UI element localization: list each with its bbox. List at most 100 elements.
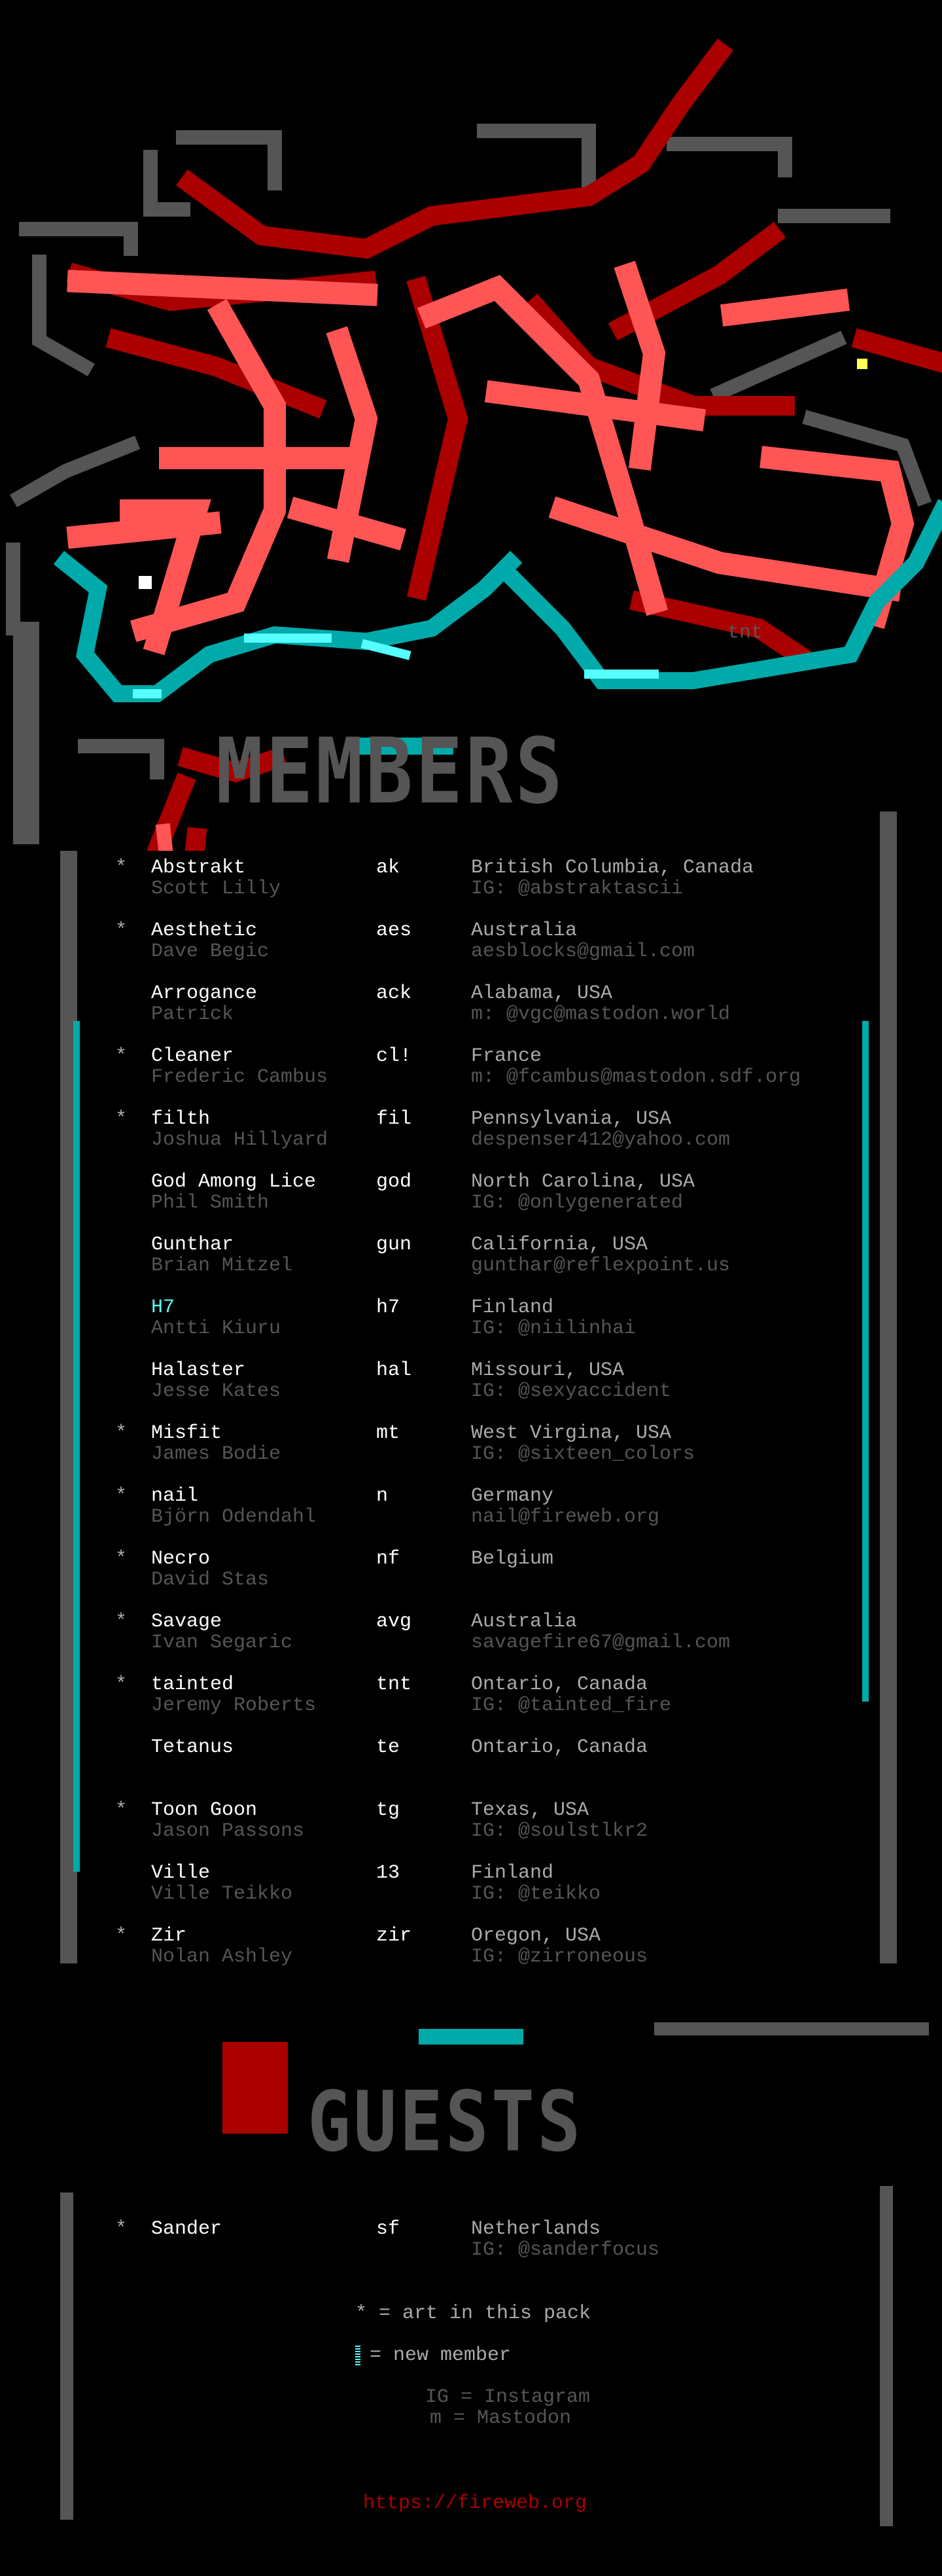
member-handle: n <box>376 1485 389 1507</box>
member-row: Gunthar Brian Mitzel gun California, USA gun… <box>0 1234 942 1297</box>
real-name: Nolan Ashley <box>151 1946 293 1968</box>
member-handle: zir <box>376 1925 412 1947</box>
guest-row: * Sander sf Netherlands IG: @sanderfocus <box>0 2219 942 2281</box>
member-row: Ville Ville Teikko 13 Finland IG: @teikko <box>0 1863 942 1925</box>
frame-right-accent <box>862 1021 869 1702</box>
member-row: * nail Björn Odendahl n Germany nail@fireweb.… <box>0 1486 942 1548</box>
members-heading: MEMBERS <box>216 719 565 825</box>
real-name: Dave Begic <box>151 940 270 963</box>
real-name: David Stas <box>151 1569 270 1591</box>
member-location: Finland <box>471 1297 554 1319</box>
member-name: Arrogance <box>151 982 258 1005</box>
member-contact: gunthar@reflexpoint.us <box>471 1255 731 1277</box>
member-name: Gunthar <box>151 1234 234 1256</box>
real-name: Jeremy Roberts <box>151 1694 317 1717</box>
member-handle: sf <box>376 2218 400 2240</box>
star-marker: * <box>115 1548 128 1570</box>
member-contact: IG: @tainted_fire <box>471 1694 672 1717</box>
member-name: Cleaner <box>151 1045 234 1067</box>
member-name: Toon Goon <box>151 1799 258 1821</box>
member-contact: m: @vgc@mastodon.world <box>471 1003 731 1026</box>
real-name: Jesse Kates <box>151 1380 281 1403</box>
member-contact: IG: @zirroneous <box>471 1946 648 1968</box>
real-name: Joshua Hillyard <box>151 1129 328 1151</box>
guests-heading: GUESTS <box>307 2073 584 2170</box>
member-row: * tainted Jeremy Roberts tnt Ontario, Canada… <box>0 1674 942 1737</box>
real-name: Jason Passons <box>151 1820 305 1842</box>
member-handle: hal <box>376 1359 412 1382</box>
member-row: Arrogance Patrick ack Alabama, USA m: @vgc@m… <box>0 983 942 1046</box>
member-name: Abstrakt <box>151 857 246 879</box>
star-marker: * <box>115 1045 128 1067</box>
member-row: Tetanus te Ontario, Canada <box>0 1737 942 1800</box>
member-contact: IG: @abstraktascii <box>471 878 684 900</box>
legend-ig: IG = Instagram <box>425 2386 591 2408</box>
member-row: * Cleaner Frederic Cambus cl! France m: @fcam… <box>0 1046 942 1109</box>
member-location: Ontario, Canada <box>471 1736 648 1759</box>
member-handle: fil <box>376 1108 412 1130</box>
member-contact: despenser412@yahoo.com <box>471 1129 731 1151</box>
member-handle: ack <box>376 982 412 1005</box>
legend-new-member-text: = new member <box>370 2344 512 2367</box>
member-contact: m: @fcambus@mastodon.sdf.org <box>471 1066 801 1088</box>
member-location: Belgium <box>471 1548 554 1570</box>
star-marker: * <box>115 1422 128 1444</box>
member-handle: mt <box>376 1422 400 1444</box>
member-location: Australia <box>471 920 578 942</box>
member-contact: IG: @sanderfocus <box>471 2239 660 2261</box>
member-handle: h7 <box>376 1297 400 1319</box>
new-member-marker <box>355 2344 360 2366</box>
member-row: God Among Lice Phil Smith god North Carolin… <box>0 1172 942 1234</box>
member-location: West Virgina, USA <box>471 1422 672 1444</box>
member-handle: nf <box>376 1548 400 1570</box>
member-handle: god <box>376 1171 412 1193</box>
member-location: Alabama, USA <box>471 982 613 1005</box>
star-marker: * <box>115 2218 128 2240</box>
member-name: Aesthetic <box>151 920 258 942</box>
member-location: North Carolina, USA <box>471 1171 695 1193</box>
member-handle: ak <box>376 857 400 879</box>
member-name: filth <box>151 1108 211 1130</box>
star-marker: * <box>115 1108 128 1130</box>
member-name: Ville <box>151 1862 211 1884</box>
member-name: tainted <box>151 1673 234 1696</box>
member-row: * Necro David Stas nf Belgium <box>0 1548 942 1611</box>
member-contact: IG: @sixteen_colors <box>471 1443 695 1465</box>
guests-ornament <box>222 2042 288 2134</box>
member-row: * Misfit James Bodie mt West Virgina, USA IG:… <box>0 1423 942 1486</box>
star-marker: * <box>115 920 128 942</box>
real-name: Björn Odendahl <box>151 1506 317 1528</box>
member-name: nail <box>151 1485 199 1507</box>
member-contact: IG: @sexyaccident <box>471 1380 672 1403</box>
member-location: Texas, USA <box>471 1799 589 1821</box>
member-row: * Abstrakt Scott Lilly ak British Columbia, … <box>0 857 942 920</box>
star-marker: * <box>115 1673 128 1696</box>
member-name: Necro <box>151 1548 211 1570</box>
member-location: Germany <box>471 1485 554 1507</box>
member-row: Halaster Jesse Kates hal Missouri, USA IG: @… <box>0 1360 942 1423</box>
member-row: * filth Joshua Hillyard fil Pennsylvania, US… <box>0 1109 942 1172</box>
frame-right-border <box>880 812 897 1963</box>
real-name: Frederic Cambus <box>151 1066 328 1088</box>
frame-left-accent <box>73 1021 80 1872</box>
member-contact: IG: @teikko <box>471 1883 601 1905</box>
footer-url-link[interactable]: https://fireweb.org <box>363 2492 587 2514</box>
star-marker: * <box>115 1485 128 1507</box>
member-handle: tnt <box>376 1673 412 1696</box>
member-name: H7 <box>151 1297 175 1319</box>
frame-guests-left <box>60 2192 73 2520</box>
frame-guests-right <box>880 2186 893 2526</box>
member-name: Halaster <box>151 1359 246 1382</box>
member-handle: aes <box>376 920 412 942</box>
member-location: Missouri, USA <box>471 1359 625 1382</box>
real-name: Ivan Segaric <box>151 1632 293 1654</box>
member-contact: savagefire67@gmail.com <box>471 1632 731 1654</box>
eye-highlight <box>857 359 867 369</box>
star-marker: * <box>115 857 128 879</box>
guests-cyan-bar <box>419 2029 523 2045</box>
artist-signature: tnt <box>727 622 763 644</box>
member-location: Finland <box>471 1862 554 1884</box>
member-row: * Aesthetic Dave Begic aes Australia aesblock… <box>0 920 942 983</box>
frame-top-left-ornament <box>13 622 39 844</box>
member-contact: IG: @niilinhai <box>471 1317 637 1340</box>
